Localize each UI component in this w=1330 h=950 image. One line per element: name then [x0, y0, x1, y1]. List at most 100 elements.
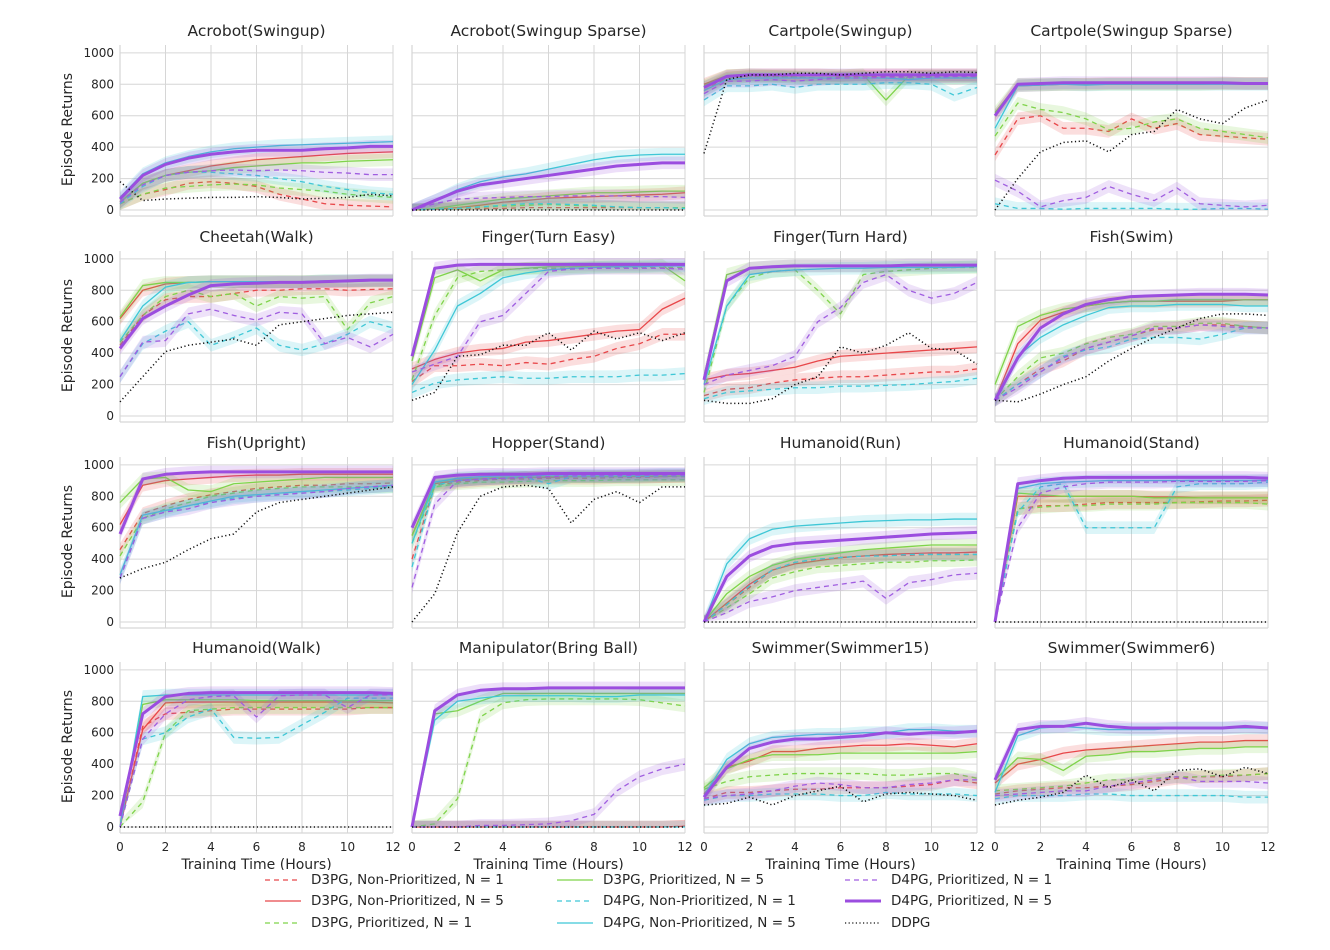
series-line [119, 706, 393, 828]
x-tick-label: 2 [1037, 840, 1045, 854]
subplot: Cheetah(Walk) 0 200 400 600 800 1000 Episode Re… [60, 228, 394, 423]
series-line [993, 292, 1269, 401]
series-line [410, 686, 685, 828]
confidence-band [995, 767, 1268, 801]
series-line [994, 303, 1268, 401]
y-tick-label: 200 [91, 789, 114, 803]
x-tick-label: 6 [545, 840, 553, 854]
series-line [703, 779, 977, 800]
confidence-band [412, 189, 685, 210]
confidence-band [995, 787, 1268, 806]
confidence-band [412, 258, 685, 368]
confidence-band [704, 362, 977, 402]
series-line [994, 327, 1268, 401]
series-line [119, 484, 394, 579]
series-line [703, 518, 977, 623]
series-line [994, 479, 1268, 623]
series-line [702, 729, 978, 799]
series-line [411, 265, 685, 385]
y-tick-label: 600 [91, 315, 114, 329]
series-line [411, 266, 685, 381]
confidence-band [704, 268, 977, 391]
series-line [119, 701, 394, 828]
series-line [994, 766, 1269, 806]
confidence-band [704, 548, 977, 622]
series-line [118, 470, 393, 535]
subplot-title: Swimmer(Swimmer15) [752, 639, 930, 657]
legend-label: D3PG, Prioritized, N = 1 [311, 915, 473, 931]
subplot: Fish(Upright) 0 200 400 600 800 1000 Episode Re… [60, 434, 394, 629]
confidence-band [995, 76, 1268, 123]
y-tick-label: 400 [91, 757, 114, 771]
x-tick-label: 8 [590, 840, 598, 854]
confidence-band [412, 469, 685, 574]
x-tick-label: 12 [1260, 840, 1275, 854]
subplot-title: Swimmer(Swimmer6) [1048, 639, 1216, 657]
confidence-band [995, 109, 1268, 162]
legend: D3PG, Non-Prioritized, N = 1 D3PG, Non-P… [265, 872, 1105, 942]
subplot: Acrobot(Swingup) 0 200 400 600 800 1000 Episode… [60, 22, 394, 217]
x-tick-label: 2 [454, 840, 462, 854]
confidence-band [120, 283, 393, 349]
series-line [703, 75, 977, 95]
legend-item: D4PG, Prioritized, N = 1 [845, 872, 1052, 888]
subplot-title: Fish(Upright) [207, 434, 307, 452]
confidence-band [120, 471, 393, 509]
series-line [994, 324, 1268, 401]
series-line [994, 299, 1268, 385]
confidence-band [995, 77, 1268, 123]
y-tick-label: 800 [91, 283, 114, 297]
series-line [994, 776, 1269, 797]
confidence-band [995, 293, 1268, 407]
x-tick-label: 6 [1128, 840, 1136, 854]
series-line [994, 746, 1268, 781]
series-line [703, 346, 978, 381]
confidence-band [412, 261, 685, 379]
confidence-band [412, 468, 685, 594]
confidence-band [412, 259, 685, 391]
legend-item: D4PG, Prioritized, N = 5 [845, 893, 1052, 909]
confidence-band [120, 302, 393, 384]
confidence-band [120, 274, 393, 347]
series-line [119, 699, 393, 828]
series-line [703, 331, 978, 405]
legend-swatch [845, 922, 881, 924]
legend-item: DDPG [845, 915, 930, 931]
confidence-band [995, 716, 1268, 787]
series-line [119, 694, 393, 828]
figure-grid: Acrobot(Swingup)02004006008001000Episode… [60, 22, 1276, 870]
y-axis-label: Episode Returns [60, 690, 76, 803]
series-line [411, 195, 686, 211]
series-line [411, 698, 686, 828]
subplot: Swimmer(Swimmer6) 0 2 4 6 8 10 12 Training Time … [991, 639, 1275, 870]
confidence-band [120, 467, 393, 531]
confidence-band [120, 478, 393, 585]
subplot: Humanoid(Walk) 0 200 400 600 800 1000 Episode R… [60, 639, 401, 870]
series-line [119, 308, 394, 378]
subplot: Humanoid(Stand) [993, 434, 1269, 629]
confidence-band [120, 140, 393, 206]
legend-swatch [265, 879, 301, 881]
confidence-band [412, 291, 685, 376]
series-line [994, 115, 1269, 156]
series-line [703, 266, 978, 385]
series-line [703, 750, 978, 789]
series-line [411, 192, 686, 211]
y-axis-label: Episode Returns [60, 73, 76, 186]
legend-swatch [845, 879, 881, 881]
series-line [411, 297, 686, 370]
series-line [119, 181, 394, 208]
x-tick-label: 10 [924, 840, 939, 854]
x-tick-label: 2 [162, 840, 170, 854]
series-line [411, 161, 685, 212]
series-line [119, 140, 394, 198]
series-line [994, 479, 1269, 623]
series-line [118, 691, 394, 817]
confidence-band [412, 156, 685, 210]
series-line [119, 486, 394, 579]
legend-item: D4PG, Non-Prioritized, N = 1 [557, 893, 796, 909]
x-tick-label: 0 [116, 840, 124, 854]
series-line [119, 486, 393, 557]
legend-swatch [845, 899, 881, 903]
confidence-band [120, 145, 393, 209]
